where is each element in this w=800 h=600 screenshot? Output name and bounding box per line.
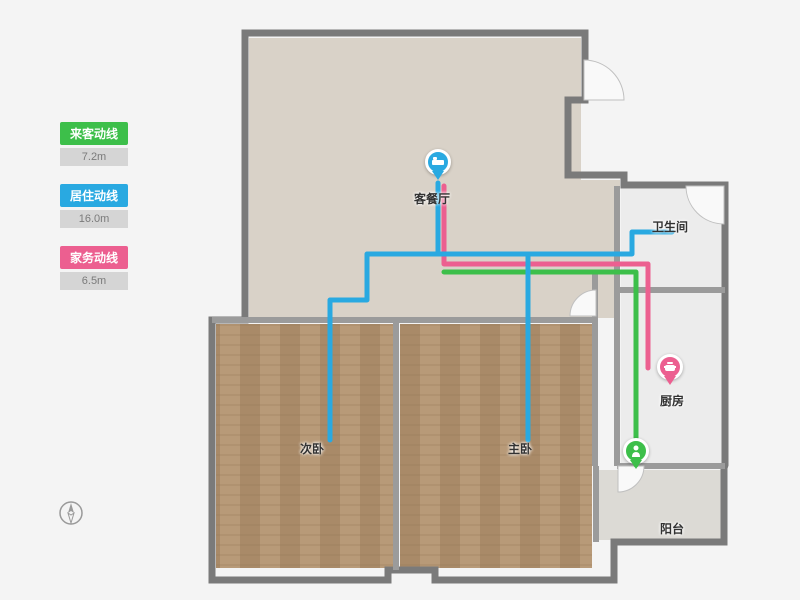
bed-marker-icon [425, 149, 451, 183]
room-label-dining: 客餐厅 [414, 190, 450, 207]
legend-item-chore: 家务动线 6.5m [60, 246, 128, 290]
room-label-balcony: 阳台 [660, 520, 684, 537]
legend-panel: 来客动线 7.2m 居住动线 16.0m 家务动线 6.5m [60, 122, 128, 308]
legend-value: 7.2m [60, 148, 128, 166]
legend-label: 家务动线 [60, 246, 128, 269]
room-label-second: 次卧 [300, 440, 324, 457]
legend-label: 来客动线 [60, 122, 128, 145]
compass-icon [58, 500, 84, 526]
legend-value: 6.5m [60, 272, 128, 290]
legend-label: 居住动线 [60, 184, 128, 207]
legend-item-living: 居住动线 16.0m [60, 184, 128, 228]
room-label-master: 主卧 [508, 440, 532, 457]
pot-marker-icon [657, 354, 683, 388]
room-label-kitchen: 厨房 [660, 392, 684, 409]
legend-value: 16.0m [60, 210, 128, 228]
room-label-bathroom: 卫生间 [652, 218, 688, 235]
person-marker-icon [623, 438, 649, 472]
legend-item-guest: 来客动线 7.2m [60, 122, 128, 166]
